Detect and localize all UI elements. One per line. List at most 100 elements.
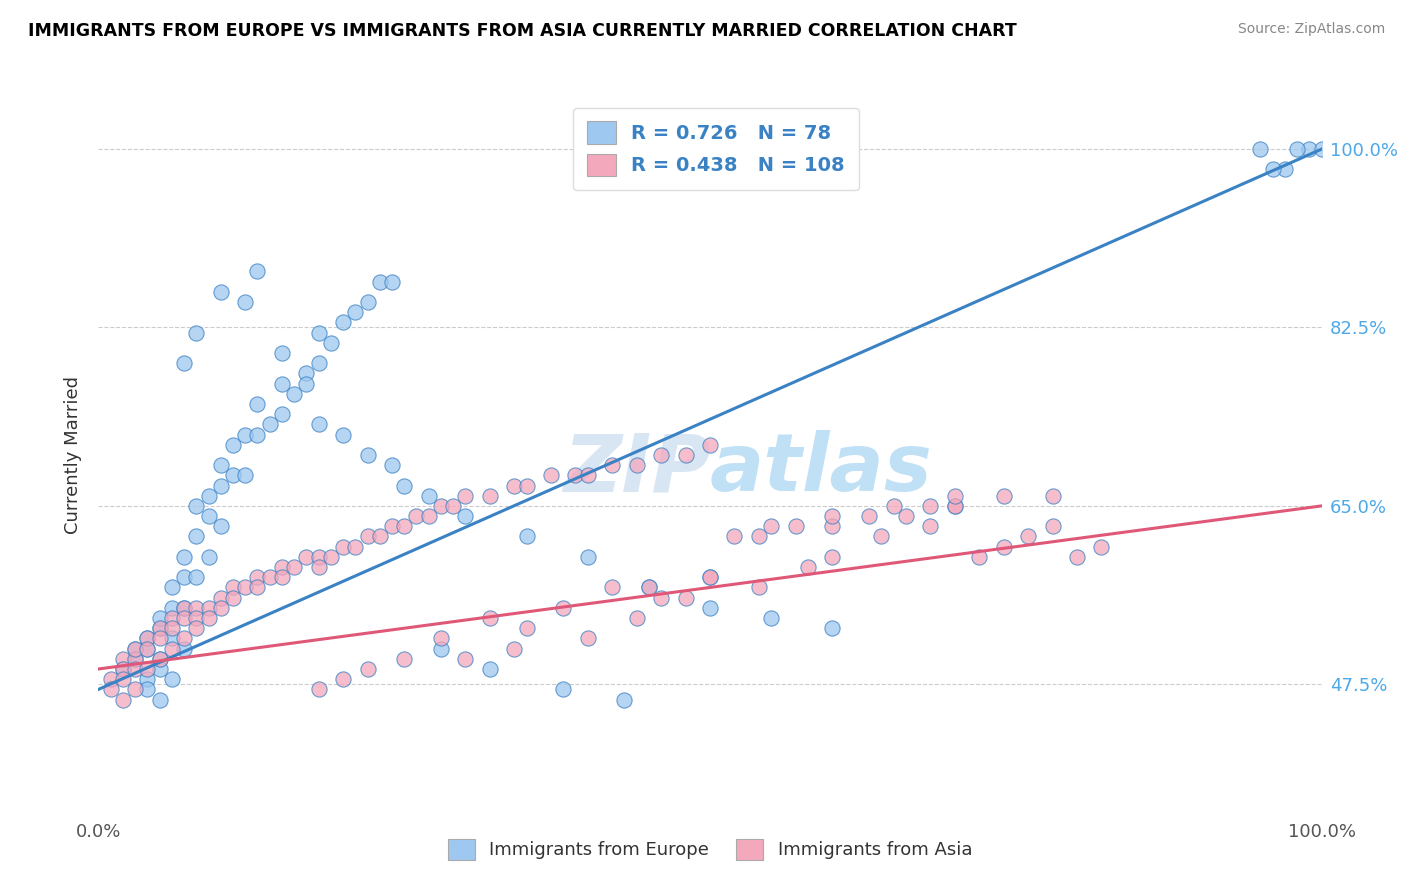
- Point: [197, 509, 219, 524]
- Point: [821, 621, 844, 635]
- Point: [478, 489, 501, 503]
- Point: [186, 529, 208, 543]
- Point: [233, 581, 256, 595]
- Point: [295, 549, 318, 564]
- Point: [270, 570, 294, 584]
- Point: [149, 611, 172, 625]
- Point: [308, 560, 330, 574]
- Point: [124, 682, 146, 697]
- Point: [259, 417, 281, 432]
- Point: [173, 611, 195, 625]
- Point: [368, 529, 391, 543]
- Point: [136, 662, 159, 676]
- Point: [111, 672, 134, 686]
- Point: [576, 549, 599, 564]
- Point: [675, 448, 697, 462]
- Point: [111, 692, 134, 706]
- Point: [209, 519, 232, 533]
- Point: [186, 570, 208, 584]
- Point: [173, 632, 195, 646]
- Point: [209, 458, 232, 472]
- Point: [149, 652, 172, 666]
- Point: [356, 529, 378, 543]
- Point: [699, 600, 721, 615]
- Point: [675, 591, 697, 605]
- Point: [124, 652, 146, 666]
- Point: [1042, 489, 1064, 503]
- Point: [136, 632, 159, 646]
- Point: [821, 549, 844, 564]
- Point: [209, 478, 232, 492]
- Point: [368, 275, 391, 289]
- Point: [761, 611, 783, 625]
- Point: [1310, 142, 1333, 156]
- Point: [356, 295, 378, 310]
- Point: [699, 438, 721, 452]
- Point: [600, 458, 623, 472]
- Point: [246, 581, 269, 595]
- Point: [197, 611, 219, 625]
- Point: [197, 600, 219, 615]
- Point: [650, 448, 672, 462]
- Point: [270, 346, 294, 360]
- Point: [246, 570, 269, 584]
- Point: [553, 600, 575, 615]
- Point: [344, 305, 367, 319]
- Point: [943, 499, 966, 513]
- Point: [785, 519, 807, 533]
- Point: [540, 468, 562, 483]
- Point: [295, 367, 318, 381]
- Point: [160, 621, 183, 635]
- Point: [186, 326, 208, 340]
- Point: [1298, 142, 1320, 156]
- Point: [1274, 162, 1296, 177]
- Point: [308, 549, 330, 564]
- Point: [344, 540, 367, 554]
- Point: [883, 499, 905, 513]
- Point: [173, 641, 195, 656]
- Point: [993, 540, 1015, 554]
- Point: [186, 621, 208, 635]
- Point: [246, 397, 269, 411]
- Point: [149, 621, 172, 635]
- Point: [149, 662, 172, 676]
- Point: [993, 489, 1015, 503]
- Point: [1286, 142, 1309, 156]
- Point: [111, 662, 134, 676]
- Point: [246, 427, 269, 442]
- Text: Source: ZipAtlas.com: Source: ZipAtlas.com: [1237, 22, 1385, 37]
- Point: [478, 662, 501, 676]
- Point: [441, 499, 464, 513]
- Point: [870, 529, 893, 543]
- Point: [197, 489, 219, 503]
- Point: [626, 458, 648, 472]
- Point: [149, 621, 172, 635]
- Point: [308, 682, 330, 697]
- Point: [1090, 540, 1112, 554]
- Point: [430, 499, 453, 513]
- Point: [136, 682, 159, 697]
- Point: [723, 529, 745, 543]
- Point: [381, 275, 404, 289]
- Point: [1249, 142, 1271, 156]
- Point: [332, 427, 354, 442]
- Point: [430, 632, 453, 646]
- Point: [270, 560, 294, 574]
- Point: [1066, 549, 1088, 564]
- Point: [149, 652, 172, 666]
- Point: [858, 509, 880, 524]
- Point: [392, 478, 416, 492]
- Point: [160, 581, 183, 595]
- Point: [894, 509, 917, 524]
- Point: [332, 315, 354, 329]
- Point: [332, 672, 354, 686]
- Point: [1042, 519, 1064, 533]
- Point: [160, 600, 183, 615]
- Point: [149, 692, 172, 706]
- Point: [222, 591, 245, 605]
- Point: [308, 417, 330, 432]
- Point: [222, 468, 245, 483]
- Point: [699, 570, 721, 584]
- Legend: Immigrants from Europe, Immigrants from Asia: Immigrants from Europe, Immigrants from …: [440, 831, 980, 867]
- Point: [100, 672, 122, 686]
